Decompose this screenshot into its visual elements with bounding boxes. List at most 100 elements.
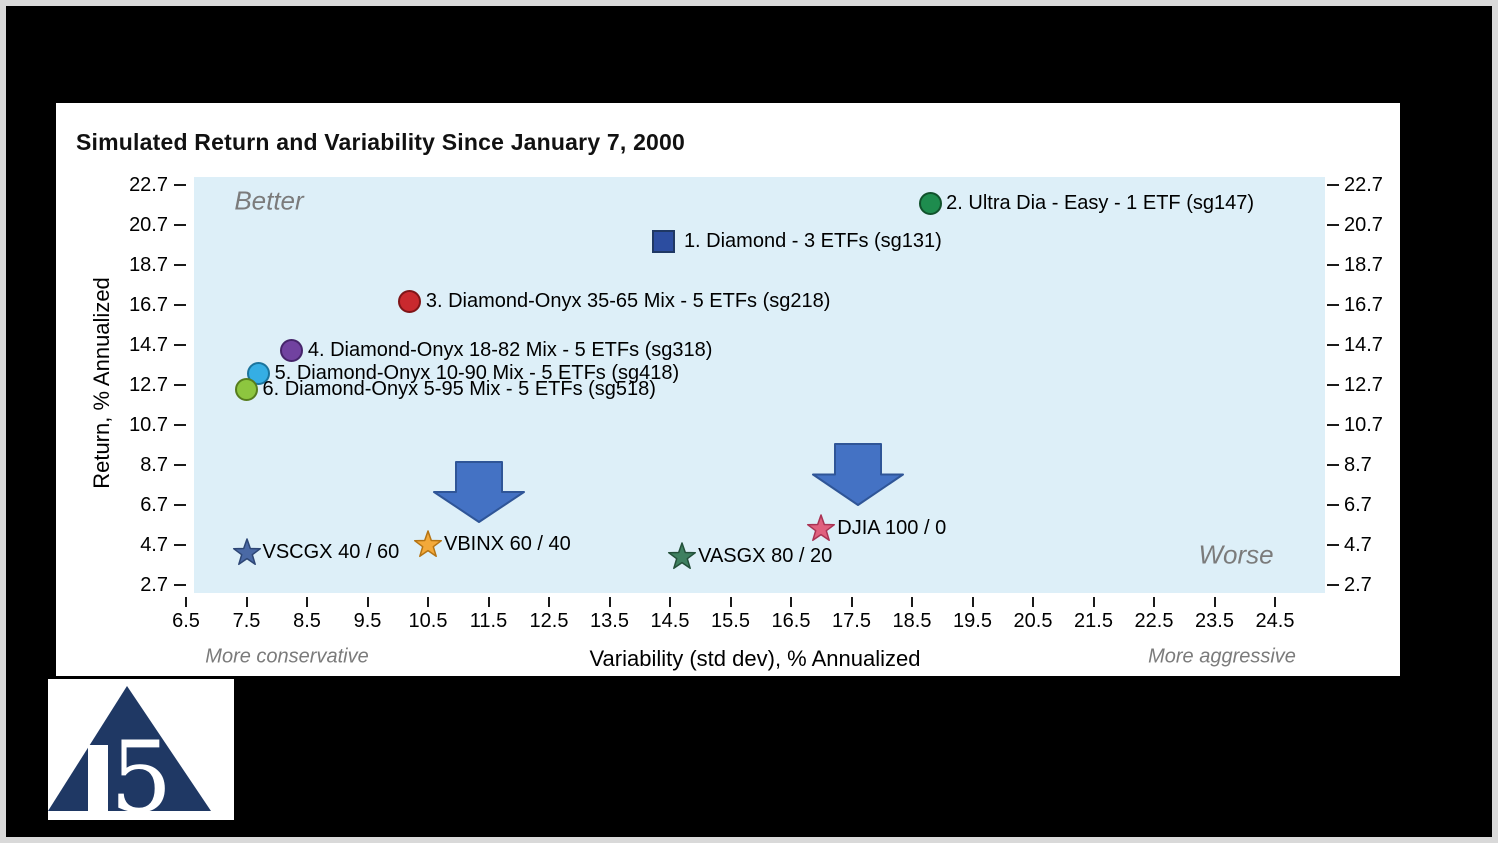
svg-text:5: 5 [110,721,172,835]
y-tick-label-left: 6.7 [140,494,168,516]
y-tick-mark-right [1327,584,1339,586]
y-tick-mark-right [1327,344,1339,346]
down-arrow-icon [433,461,526,523]
y-tick-label-left: 8.7 [140,454,168,476]
point-label: 5. Diamond-Onyx 10-90 Mix - 5 ETFs (sg41… [274,362,680,384]
y-tick-label-right: 8.7 [1344,454,1372,476]
x-tick-mark [669,597,671,607]
star-marker-icon [668,542,697,570]
x-tick-label: 6.5 [172,610,200,632]
y-tick-mark-right [1327,504,1339,506]
annotation-better: Better [234,185,304,216]
x-tick-label: 22.5 [1134,610,1174,632]
x-tick-mark [1274,597,1276,607]
x-tick-label: 20.5 [1013,610,1053,632]
x-tick-mark [1032,597,1034,607]
y-tick-label-left: 14.7 [129,334,168,356]
plot-area [194,177,1325,593]
point-label: 6. Diamond-Onyx 5-95 Mix - 5 ETFs (sg518… [262,378,656,400]
circle-marker [280,338,304,362]
y-tick-mark-left [174,424,186,426]
star-marker-icon [413,530,443,558]
point-label: 3. Diamond-Onyx 35-65 Mix - 5 ETFs (sg21… [425,290,831,312]
y-tick-label-left: 22.7 [129,174,168,196]
x-tick-label: 9.5 [353,610,382,632]
star-marker-icon [232,538,261,566]
x-tick-mark [850,597,853,607]
square-marker [652,229,676,253]
down-arrow-icon [811,443,904,506]
point-label: VBINX 60 / 40 [444,533,571,555]
annotation-worse: Worse [1198,539,1274,570]
y-tick-label-left: 20.7 [129,214,168,236]
logo: 5 [48,679,234,835]
y-tick-label-right: 6.7 [1344,494,1372,516]
x-tick-label: 16.5 [771,610,811,632]
y-tick-mark-left [174,264,186,266]
x-tick-mark [1213,597,1216,607]
x-tick-mark [790,597,792,607]
circle-marker [398,289,422,313]
x-tick-mark [1092,597,1095,607]
x-tick-label: 19.5 [953,610,992,632]
x-tick-label: 13.5 [590,610,629,632]
x-tick-label: 14.5 [650,610,690,632]
x-tick-label: 8.5 [293,610,321,632]
y-tick-mark-left [174,184,186,186]
star-marker-icon [807,514,836,542]
y-tick-label-left: 10.7 [129,414,168,436]
x-tick-label: 15.5 [711,610,750,632]
x-tick-mark [306,597,308,607]
y-tick-label-right: 2.7 [1344,574,1372,596]
circle-marker [918,191,942,215]
y-tick-label-left: 2.7 [140,574,168,596]
y-tick-mark-left [174,584,186,586]
y-tick-label-right: 22.7 [1344,174,1383,196]
y-tick-mark-left [174,544,186,546]
x-tick-mark [427,597,429,607]
y-tick-mark-right [1327,224,1339,226]
y-tick-mark-left [174,344,186,346]
point-label: 4. Diamond-Onyx 18-82 Mix - 5 ETFs (sg31… [307,339,713,361]
logo-triangle-icon: 5 [48,686,211,835]
y-tick-mark-right [1327,184,1339,186]
y-tick-label-right: 10.7 [1344,414,1383,436]
point-label: 2. Ultra Dia - Easy - 1 ETF (sg147) [946,192,1255,214]
x-tick-mark [911,597,913,607]
x-tick-label: 11.5 [469,610,508,632]
x-tick-label: 18.5 [892,610,932,632]
y-tick-mark-right [1327,424,1339,426]
y-tick-mark-right [1327,464,1339,466]
x-tick-label: 7.5 [232,610,261,632]
chart-card: Simulated Return and Variability Since J… [56,103,1400,676]
y-tick-label-left: 18.7 [129,254,168,276]
circle-marker [247,361,271,385]
x-tick-label: 17.5 [832,610,871,632]
x-tick-label: 12.5 [529,610,569,632]
x-tick-label: 21.5 [1074,610,1113,632]
annotation-more-aggressive: More aggressive [1148,645,1296,668]
x-tick-mark [729,597,732,607]
y-tick-mark-left [174,224,186,226]
y-tick-label-right: 14.7 [1344,334,1383,356]
y-tick-label-right: 20.7 [1344,214,1383,236]
x-tick-mark [185,597,187,607]
x-axis-label: Variability (std dev), % Annualized [589,646,921,671]
x-tick-label: 10.5 [408,610,448,632]
y-tick-mark-left [174,504,186,506]
point-label: VSCGX 40 / 60 [262,541,400,563]
x-tick-label: 24.5 [1255,610,1295,632]
point-label: DJIA 100 / 0 [837,517,947,539]
y-tick-mark-right [1327,264,1339,266]
y-tick-label-left: 12.7 [129,374,168,396]
annotation-more-conservative: More conservative [205,645,369,668]
y-tick-mark-left [174,384,186,386]
y-tick-mark-right [1327,304,1339,306]
y-tick-mark-right [1327,544,1339,546]
y-tick-label-right: 18.7 [1344,254,1383,276]
x-tick-mark [1153,597,1155,607]
x-tick-mark [971,597,974,607]
y-tick-mark-left [174,464,186,466]
y-tick-label-right: 12.7 [1344,374,1383,396]
